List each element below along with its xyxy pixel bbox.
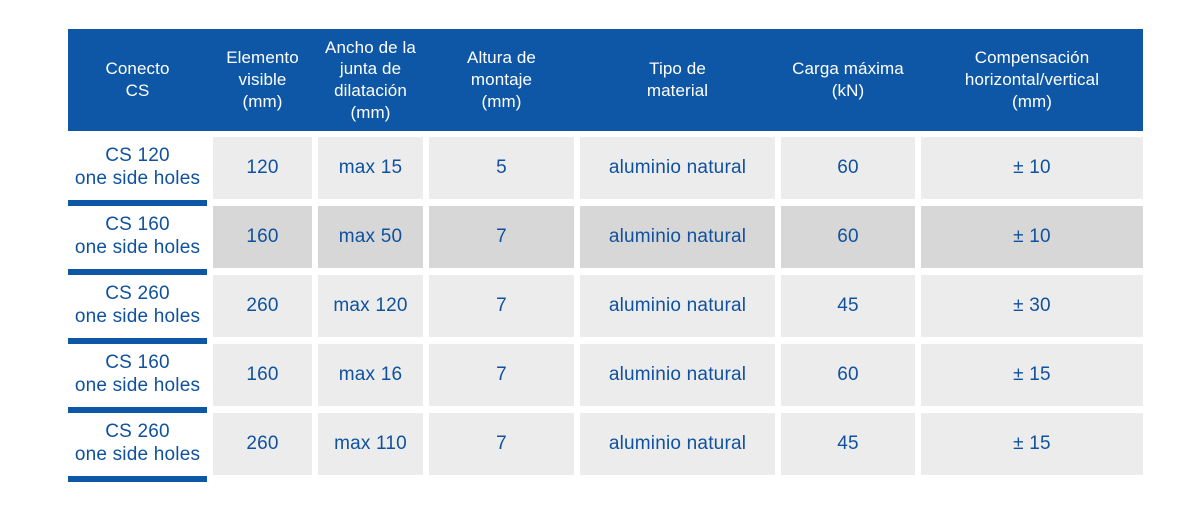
row-label-cell: CS 260 one side holes (68, 275, 207, 344)
cell-compensacion: ± 15 (921, 344, 1143, 406)
cell-tipo-material: aluminio natural (580, 413, 775, 475)
row-model: CS 120 (105, 145, 170, 167)
table-row: CS 160 one side holes 160 max 50 7 alumi… (68, 206, 1143, 275)
row-model: CS 160 (105, 214, 170, 236)
table-header-row: Conecto CS Elemento visible (mm) Ancho d… (68, 29, 1143, 131)
cell-tipo-material: aluminio natural (580, 275, 775, 337)
product-spec-table: Conecto CS Elemento visible (mm) Ancho d… (68, 29, 1143, 482)
cell-tipo-material: aluminio natural (580, 137, 775, 199)
cell-elemento-visible: 160 (213, 206, 312, 268)
cell-altura-montaje: 7 (429, 275, 574, 337)
column-header-conecto-cs: Conecto CS (105, 59, 170, 100)
table-row: CS 260 one side holes 260 max 110 7 alum… (68, 413, 1143, 482)
cell-elemento-visible: 120 (213, 137, 312, 199)
row-model: CS 260 (105, 283, 170, 305)
table-row: CS 120 one side holes 120 max 15 5 alumi… (68, 137, 1143, 206)
row-label-cell: CS 160 one side holes (68, 206, 207, 275)
cell-carga-maxima: 45 (781, 275, 915, 337)
row-variant: one side holes (74, 444, 201, 465)
table-row: CS 260 one side holes 260 max 120 7 alum… (68, 275, 1143, 344)
row-variant: one side holes (74, 375, 201, 396)
cell-compensacion: ± 15 (921, 413, 1143, 475)
cell-altura-montaje: 7 (429, 413, 574, 475)
row-label-cell: CS 120 one side holes (68, 137, 207, 206)
row-label-cell: CS 260 one side holes (68, 413, 207, 482)
cell-altura-montaje: 5 (429, 137, 574, 199)
cell-altura-montaje: 7 (429, 344, 574, 406)
cell-compensacion: ± 10 (921, 137, 1143, 199)
cell-carga-maxima: 60 (781, 206, 915, 268)
column-header-compensacion: Compensación horizontal/vertical (mm) (964, 48, 1100, 111)
cell-altura-montaje: 7 (429, 206, 574, 268)
cell-ancho-junta: max 15 (318, 137, 423, 199)
cell-elemento-visible: 260 (213, 275, 312, 337)
row-variant: one side holes (74, 237, 201, 258)
cell-ancho-junta: max 50 (318, 206, 423, 268)
cell-carga-maxima: 60 (781, 137, 915, 199)
cell-ancho-junta: max 110 (318, 413, 423, 475)
cell-elemento-visible: 160 (213, 344, 312, 406)
cell-carga-maxima: 45 (781, 413, 915, 475)
row-model: CS 160 (105, 352, 170, 374)
row-label-cell: CS 160 one side holes (68, 344, 207, 413)
column-header-carga-maxima: Carga máxima (kN) (792, 59, 904, 100)
column-header-altura-montaje: Altura de montaje (mm) (467, 48, 536, 111)
column-header-ancho-junta: Ancho de la junta de dilatación (mm) (325, 37, 416, 122)
cell-carga-maxima: 60 (781, 344, 915, 406)
column-header-elemento-visible: Elemento visible (mm) (226, 48, 299, 111)
cell-ancho-junta: max 120 (318, 275, 423, 337)
cell-tipo-material: aluminio natural (580, 344, 775, 406)
cell-compensacion: ± 30 (921, 275, 1143, 337)
row-variant: one side holes (74, 306, 201, 327)
table-row: CS 160 one side holes 160 max 16 7 alumi… (68, 344, 1143, 413)
cell-ancho-junta: max 16 (318, 344, 423, 406)
cell-compensacion: ± 10 (921, 206, 1143, 268)
cell-tipo-material: aluminio natural (580, 206, 775, 268)
row-model: CS 260 (105, 421, 170, 443)
cell-elemento-visible: 260 (213, 413, 312, 475)
row-variant: one side holes (74, 168, 201, 189)
column-header-tipo-material: Tipo de material (646, 59, 709, 100)
